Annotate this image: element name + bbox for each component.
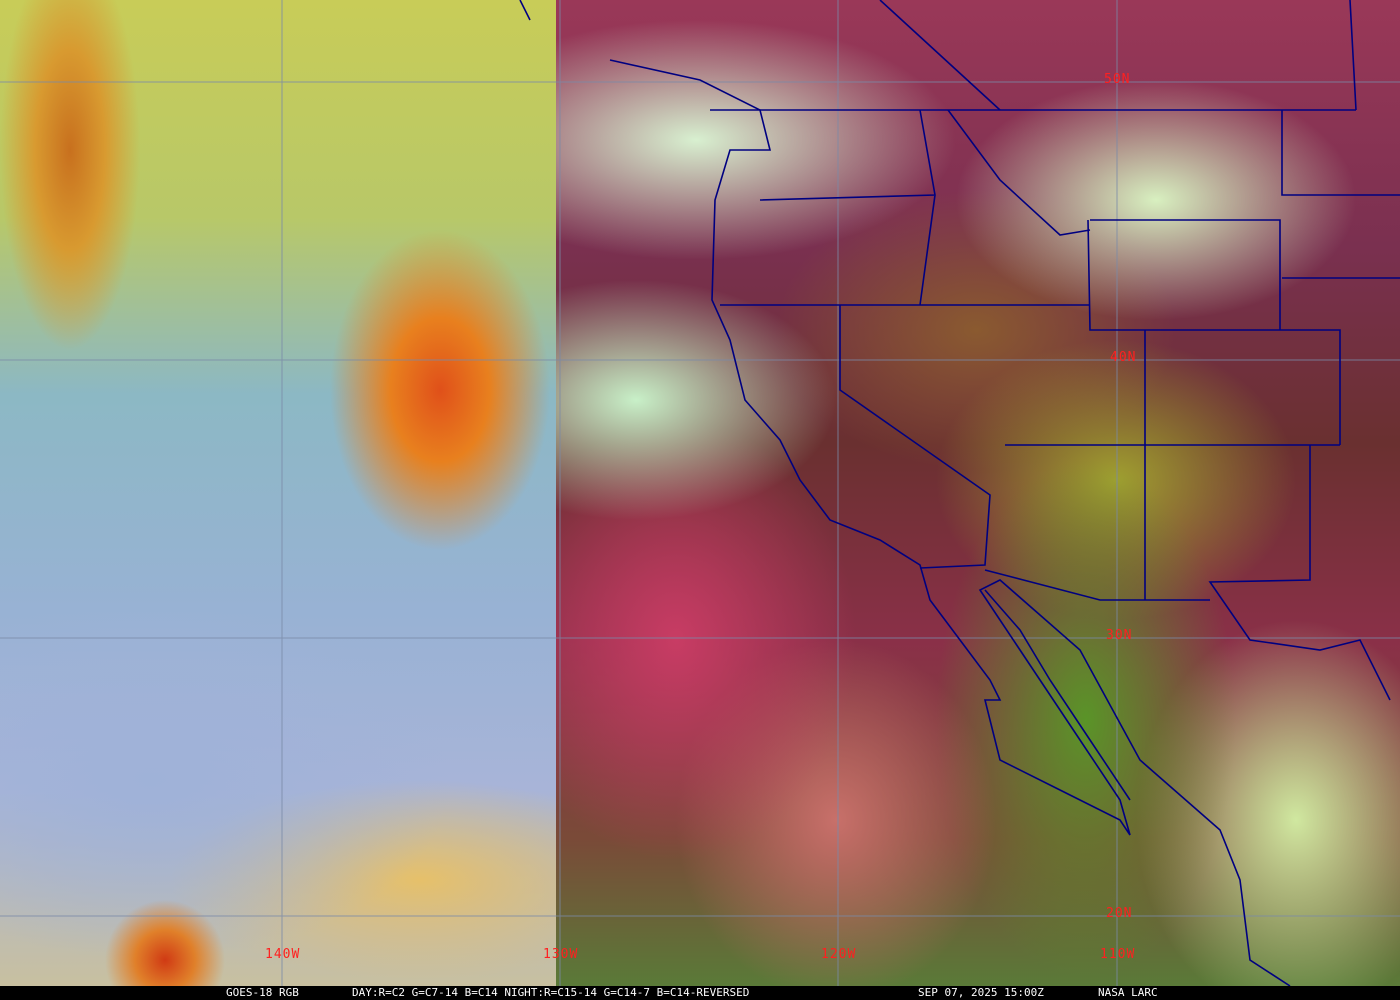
lat-label-50n: 50N xyxy=(1104,72,1131,87)
caption-recipe: DAY:R=C2 G=C7-14 B=C14 NIGHT:R=C15-14 G=… xyxy=(352,986,750,999)
lon-label-110w: 110W xyxy=(1100,947,1136,962)
image-caption: GOES-18 RGB DAY:R=C2 G=C7-14 B=C14 NIGHT… xyxy=(0,986,1400,1000)
caption-product: GOES-18 RGB xyxy=(226,986,299,999)
caption-source: NASA LARC xyxy=(1098,986,1158,999)
night-imagery xyxy=(556,0,1400,986)
lon-label-140w: 140W xyxy=(265,947,301,962)
coastline xyxy=(519,0,1291,986)
lon-label-130w: 130W xyxy=(543,947,579,962)
ocean-cloud-imagery xyxy=(0,0,556,986)
lat-label-20n: 20N xyxy=(1106,906,1133,921)
political-borders xyxy=(519,0,1400,986)
gulf-of-california xyxy=(984,589,1131,801)
caption-datetime: SEP 07, 2025 15:00Z xyxy=(918,986,1044,999)
lat-label-30n: 30N xyxy=(1106,628,1133,643)
lat-label-40n: 40N xyxy=(1110,350,1137,365)
state-borders xyxy=(720,0,1400,701)
lon-label-120w: 120W xyxy=(821,947,857,962)
